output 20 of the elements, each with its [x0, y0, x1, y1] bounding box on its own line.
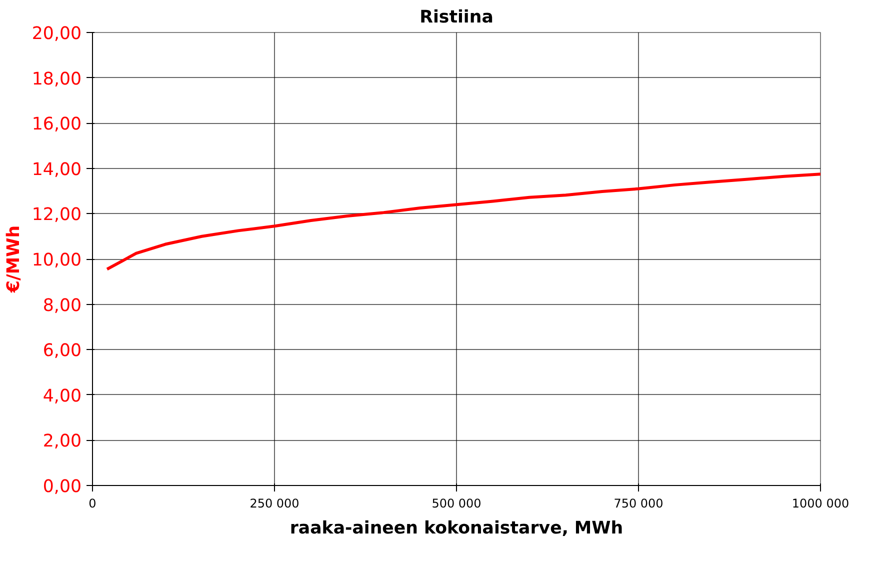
y-tick-label: 10,00	[32, 250, 82, 270]
y-axis-title: €/MWh	[4, 225, 24, 294]
y-tick-label: 16,00	[32, 114, 82, 135]
x-tick-label: 1000 000	[792, 496, 850, 510]
y-tick-label: 12,00	[32, 205, 82, 226]
y-tick-label: 20,00	[32, 24, 82, 44]
y-tick-label: 6,00	[42, 341, 82, 362]
x-tick-label: 250 000	[250, 496, 300, 510]
line-series	[106, 172, 820, 271]
y-tick-label: 14,00	[32, 160, 82, 180]
x-tick-label: 500 000	[432, 496, 482, 510]
x-tick-label: 750 000	[614, 496, 664, 510]
chart-title: Ristiina	[420, 8, 494, 28]
y-tick-label: 0,00	[42, 477, 82, 497]
y-tick-label: 18,00	[32, 69, 82, 90]
x-axis-title: raaka-aineen kokonaistarve, MWh	[290, 518, 624, 538]
y-tick-label: 4,00	[42, 386, 82, 406]
y-tick-label: 8,00	[42, 296, 82, 316]
y-tick-label: 2,00	[42, 432, 82, 452]
x-tick-label: 0	[88, 496, 96, 510]
